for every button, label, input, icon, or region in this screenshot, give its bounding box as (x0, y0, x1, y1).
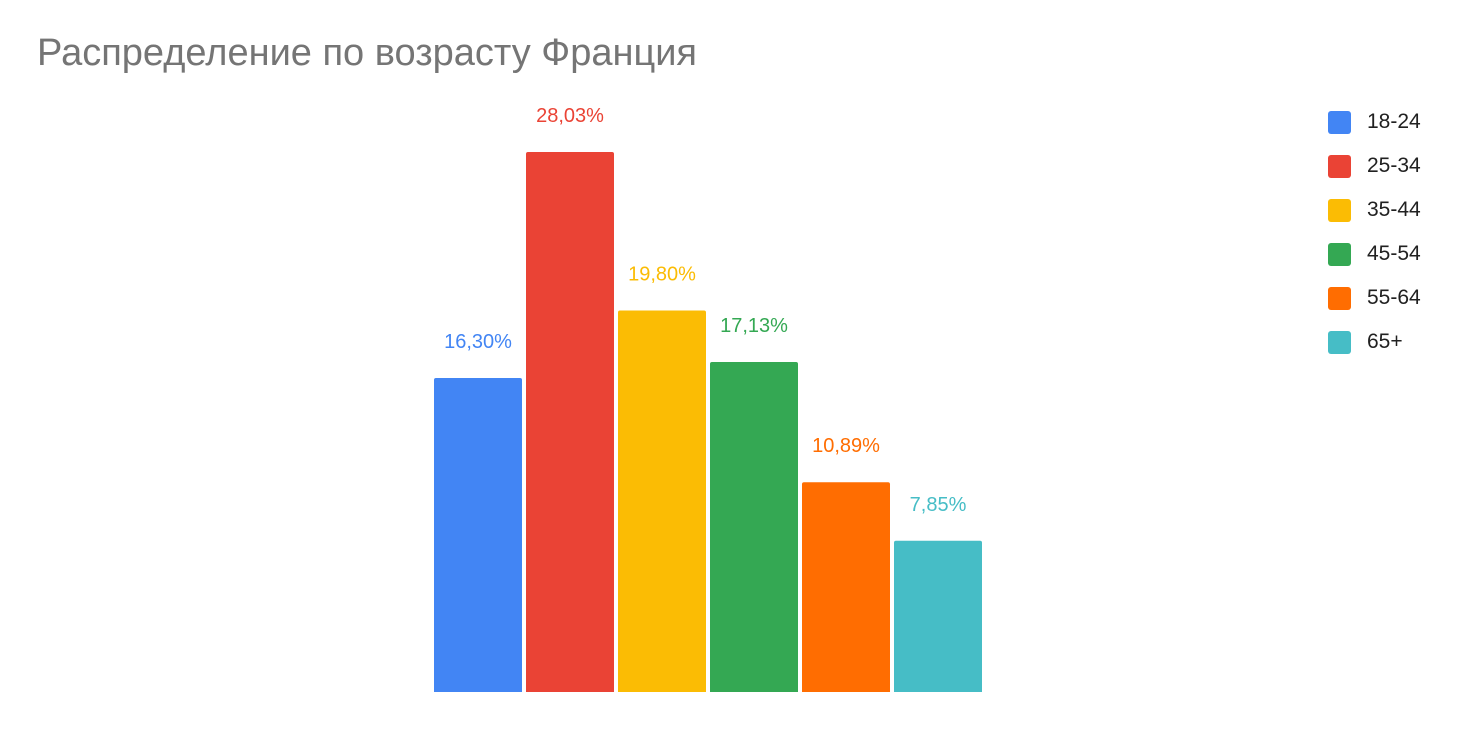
legend: 18-24 25-34 35-44 45-54 55-64 65+ (1328, 100, 1421, 364)
legend-swatch (1328, 154, 1351, 178)
legend-item-45-54[interactable]: 45-54 (1328, 232, 1421, 276)
legend-swatch (1328, 198, 1351, 222)
legend-item-25-34[interactable]: 25-34 (1328, 144, 1421, 188)
legend-label: 45-54 (1367, 242, 1421, 265)
legend-label: 35-44 (1367, 198, 1421, 221)
legend-swatch (1328, 286, 1351, 310)
data-label-45-54: 17,13% (720, 315, 788, 337)
bar-65+[interactable] (894, 540, 982, 692)
legend-swatch (1328, 110, 1351, 134)
legend-item-18-24[interactable]: 18-24 (1328, 100, 1421, 144)
bar-18-24[interactable] (434, 377, 522, 692)
legend-label: 18-24 (1367, 110, 1421, 133)
chart-title: Распределение по возрасту Франция (37, 32, 698, 74)
legend-swatch (1328, 330, 1351, 354)
data-label-18-24: 16,30% (444, 331, 512, 353)
legend-label: 25-34 (1367, 154, 1421, 177)
data-label-35-44: 19,80% (628, 264, 696, 286)
legend-item-65-plus[interactable]: 65+ (1328, 320, 1421, 364)
legend-label: 65+ (1367, 330, 1403, 353)
bar-25-34[interactable] (526, 152, 614, 692)
bar-55-64[interactable] (802, 482, 890, 692)
data-label-65+: 7,85% (910, 494, 967, 516)
legend-swatch (1328, 242, 1351, 266)
bar-35-44[interactable] (618, 310, 706, 692)
legend-item-55-64[interactable]: 55-64 (1328, 276, 1421, 320)
data-label-55-64: 10,89% (812, 435, 880, 457)
bar-45-54[interactable] (710, 361, 798, 692)
data-label-25-34: 28,03% (536, 105, 604, 127)
legend-label: 55-64 (1367, 286, 1421, 309)
legend-item-35-44[interactable]: 35-44 (1328, 188, 1421, 232)
